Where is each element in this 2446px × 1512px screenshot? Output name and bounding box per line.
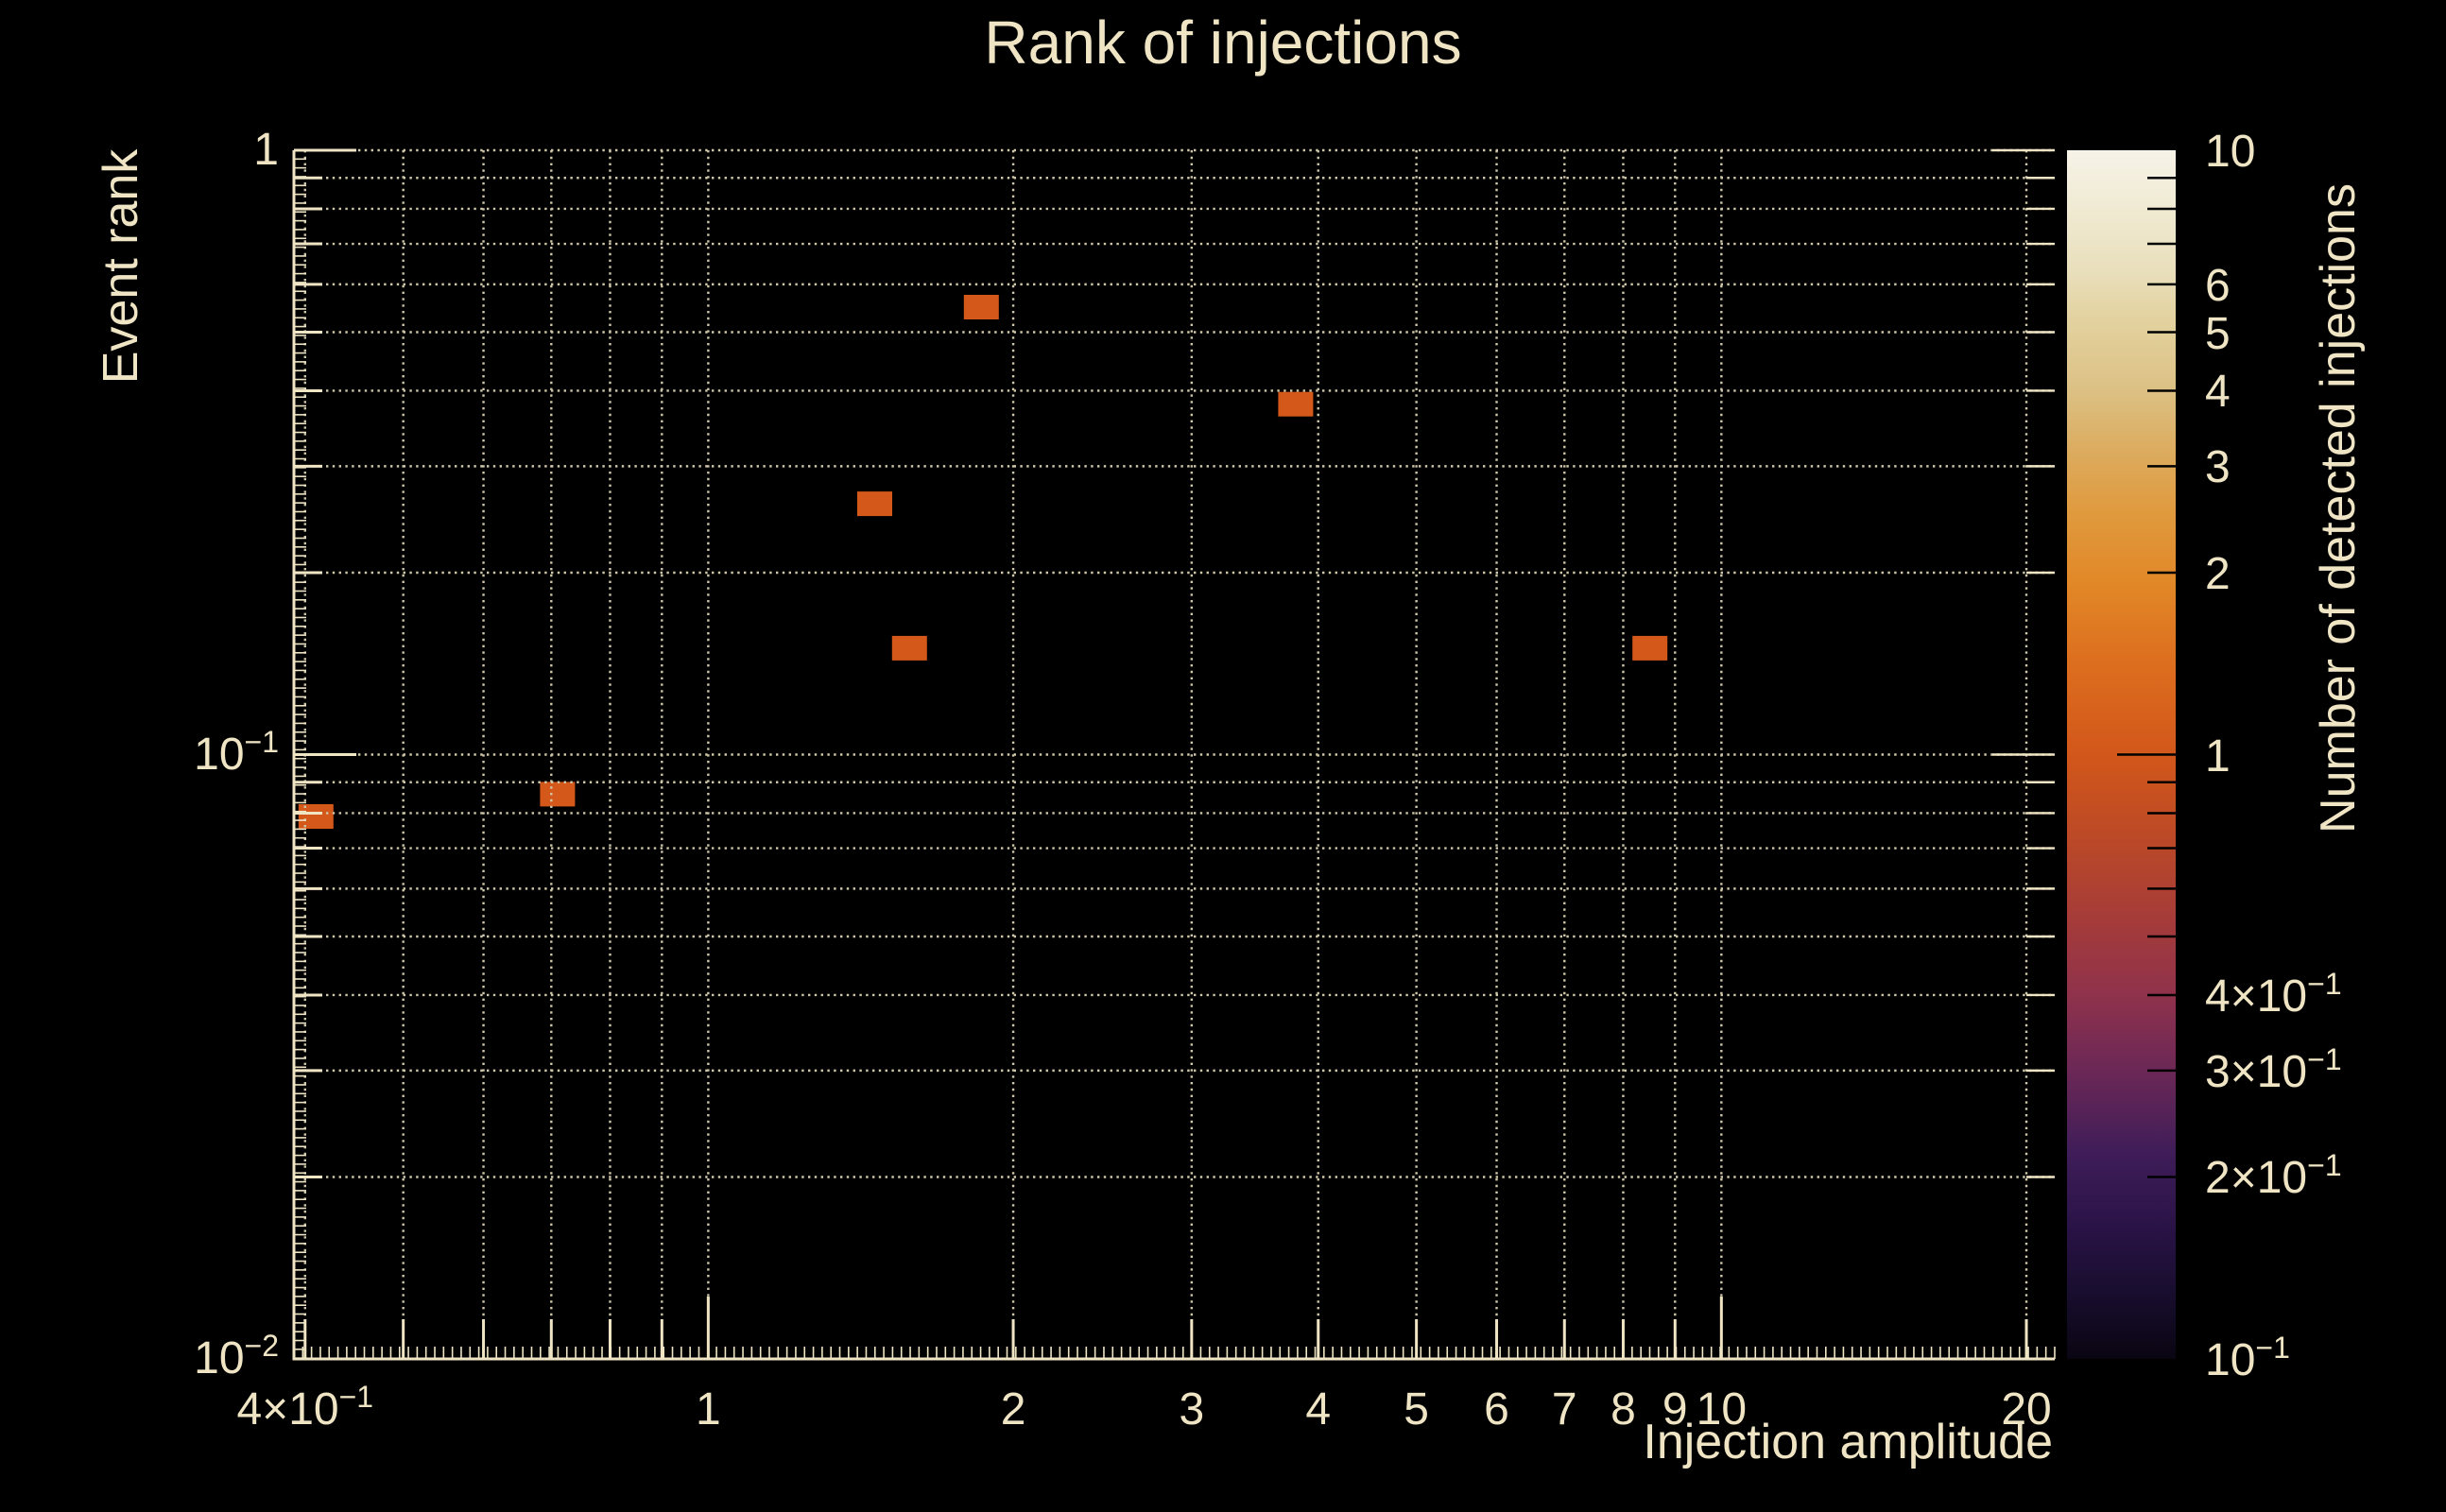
y-tick-label: 1 <box>253 125 279 176</box>
x-tick-label: 4 <box>1305 1384 1332 1435</box>
data-point <box>963 295 999 319</box>
chart-title: Rank of injections <box>984 9 1462 77</box>
data-point <box>1632 635 1668 661</box>
colorbar-tick-label: 2 <box>2205 548 2231 599</box>
x-tick-label: 2 <box>1000 1384 1026 1435</box>
x-tick-label: 20 <box>2001 1384 2052 1435</box>
colorbar-tick-label: 6 <box>2205 260 2231 311</box>
x-tick-label: 1 <box>696 1384 721 1435</box>
colorbar-tick-label: 4 <box>2205 367 2231 418</box>
data-point <box>891 635 927 661</box>
colorbar-tick-label: 5 <box>2205 308 2231 359</box>
colorbar-tick-label: 1 <box>2205 730 2231 782</box>
colorbar-tick-label: 10 <box>2205 127 2256 177</box>
data-point <box>298 804 334 829</box>
x-axis-title: Injection amplitude <box>1643 1415 2053 1469</box>
x-tick-label: 7 <box>1551 1384 1577 1435</box>
colorbar-tick-label: 3 <box>2205 442 2231 493</box>
colorbar-tick-label: 10−1 <box>2205 1331 2290 1385</box>
data-point <box>1278 391 1314 417</box>
x-tick-label: 10 <box>1696 1384 1748 1435</box>
y-tick-label: 10−2 <box>194 1329 279 1384</box>
x-tick-label: 5 <box>1404 1384 1429 1435</box>
colorbar-tick-label: 4×10−1 <box>2205 966 2342 1022</box>
x-tick-label: 4×10−1 <box>236 1380 374 1435</box>
data-point <box>857 491 892 517</box>
colorbar-tick-label: 3×10−1 <box>2205 1041 2342 1097</box>
x-tick-label: 8 <box>1611 1384 1636 1435</box>
y-tick-label: 10−1 <box>194 724 279 780</box>
x-tick-label: 3 <box>1179 1384 1205 1435</box>
colorbar-tick-label: 2×10−1 <box>2205 1148 2342 1204</box>
x-tick-label: 6 <box>1484 1384 1509 1435</box>
data-point <box>540 782 576 807</box>
x-tick-label: 9 <box>1662 1384 1688 1435</box>
